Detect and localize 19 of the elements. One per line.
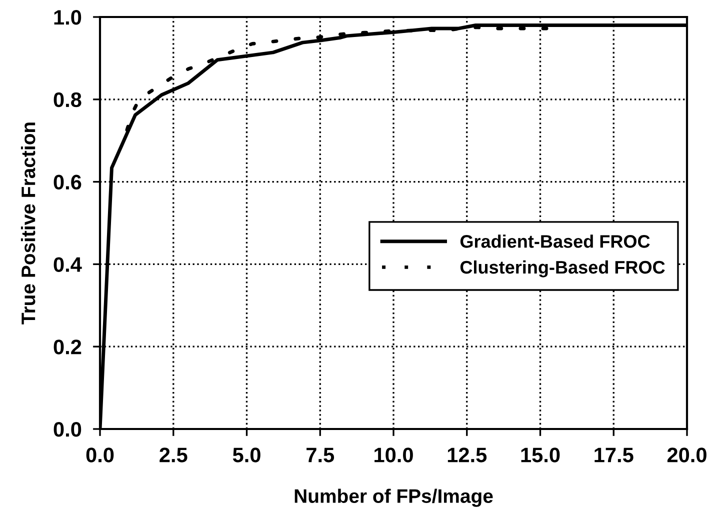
x-tick-label: 15.0 <box>521 448 560 462</box>
x-tick-label: 2.5 <box>160 448 188 462</box>
legend-label: Clustering-Based FROC <box>460 260 665 278</box>
x-tick-label: 7.5 <box>306 448 334 462</box>
y-tick-label: 1.0 <box>54 10 82 25</box>
x-tick-label: 17.5 <box>594 448 634 462</box>
x-tick-label: 5.0 <box>232 448 260 462</box>
y-axis-title: True Positive Fraction <box>20 122 36 324</box>
x-tick-label: 0.0 <box>86 448 114 462</box>
y-tick-label: 0.6 <box>54 174 82 190</box>
x-tick-label: 12.5 <box>448 448 487 462</box>
y-tick-label: 0.0 <box>54 422 82 437</box>
y-tick-label: 0.8 <box>54 92 82 108</box>
x-axis-title: Number of FPs/Image <box>294 488 493 507</box>
y-tick-label: 0.4 <box>54 257 82 272</box>
legend-label: Gradient-Based FROC <box>460 234 650 248</box>
x-tick-label: 10.0 <box>374 448 413 462</box>
x-tick-label: 20.0 <box>667 448 706 462</box>
y-tick-label: 0.2 <box>54 340 82 354</box>
